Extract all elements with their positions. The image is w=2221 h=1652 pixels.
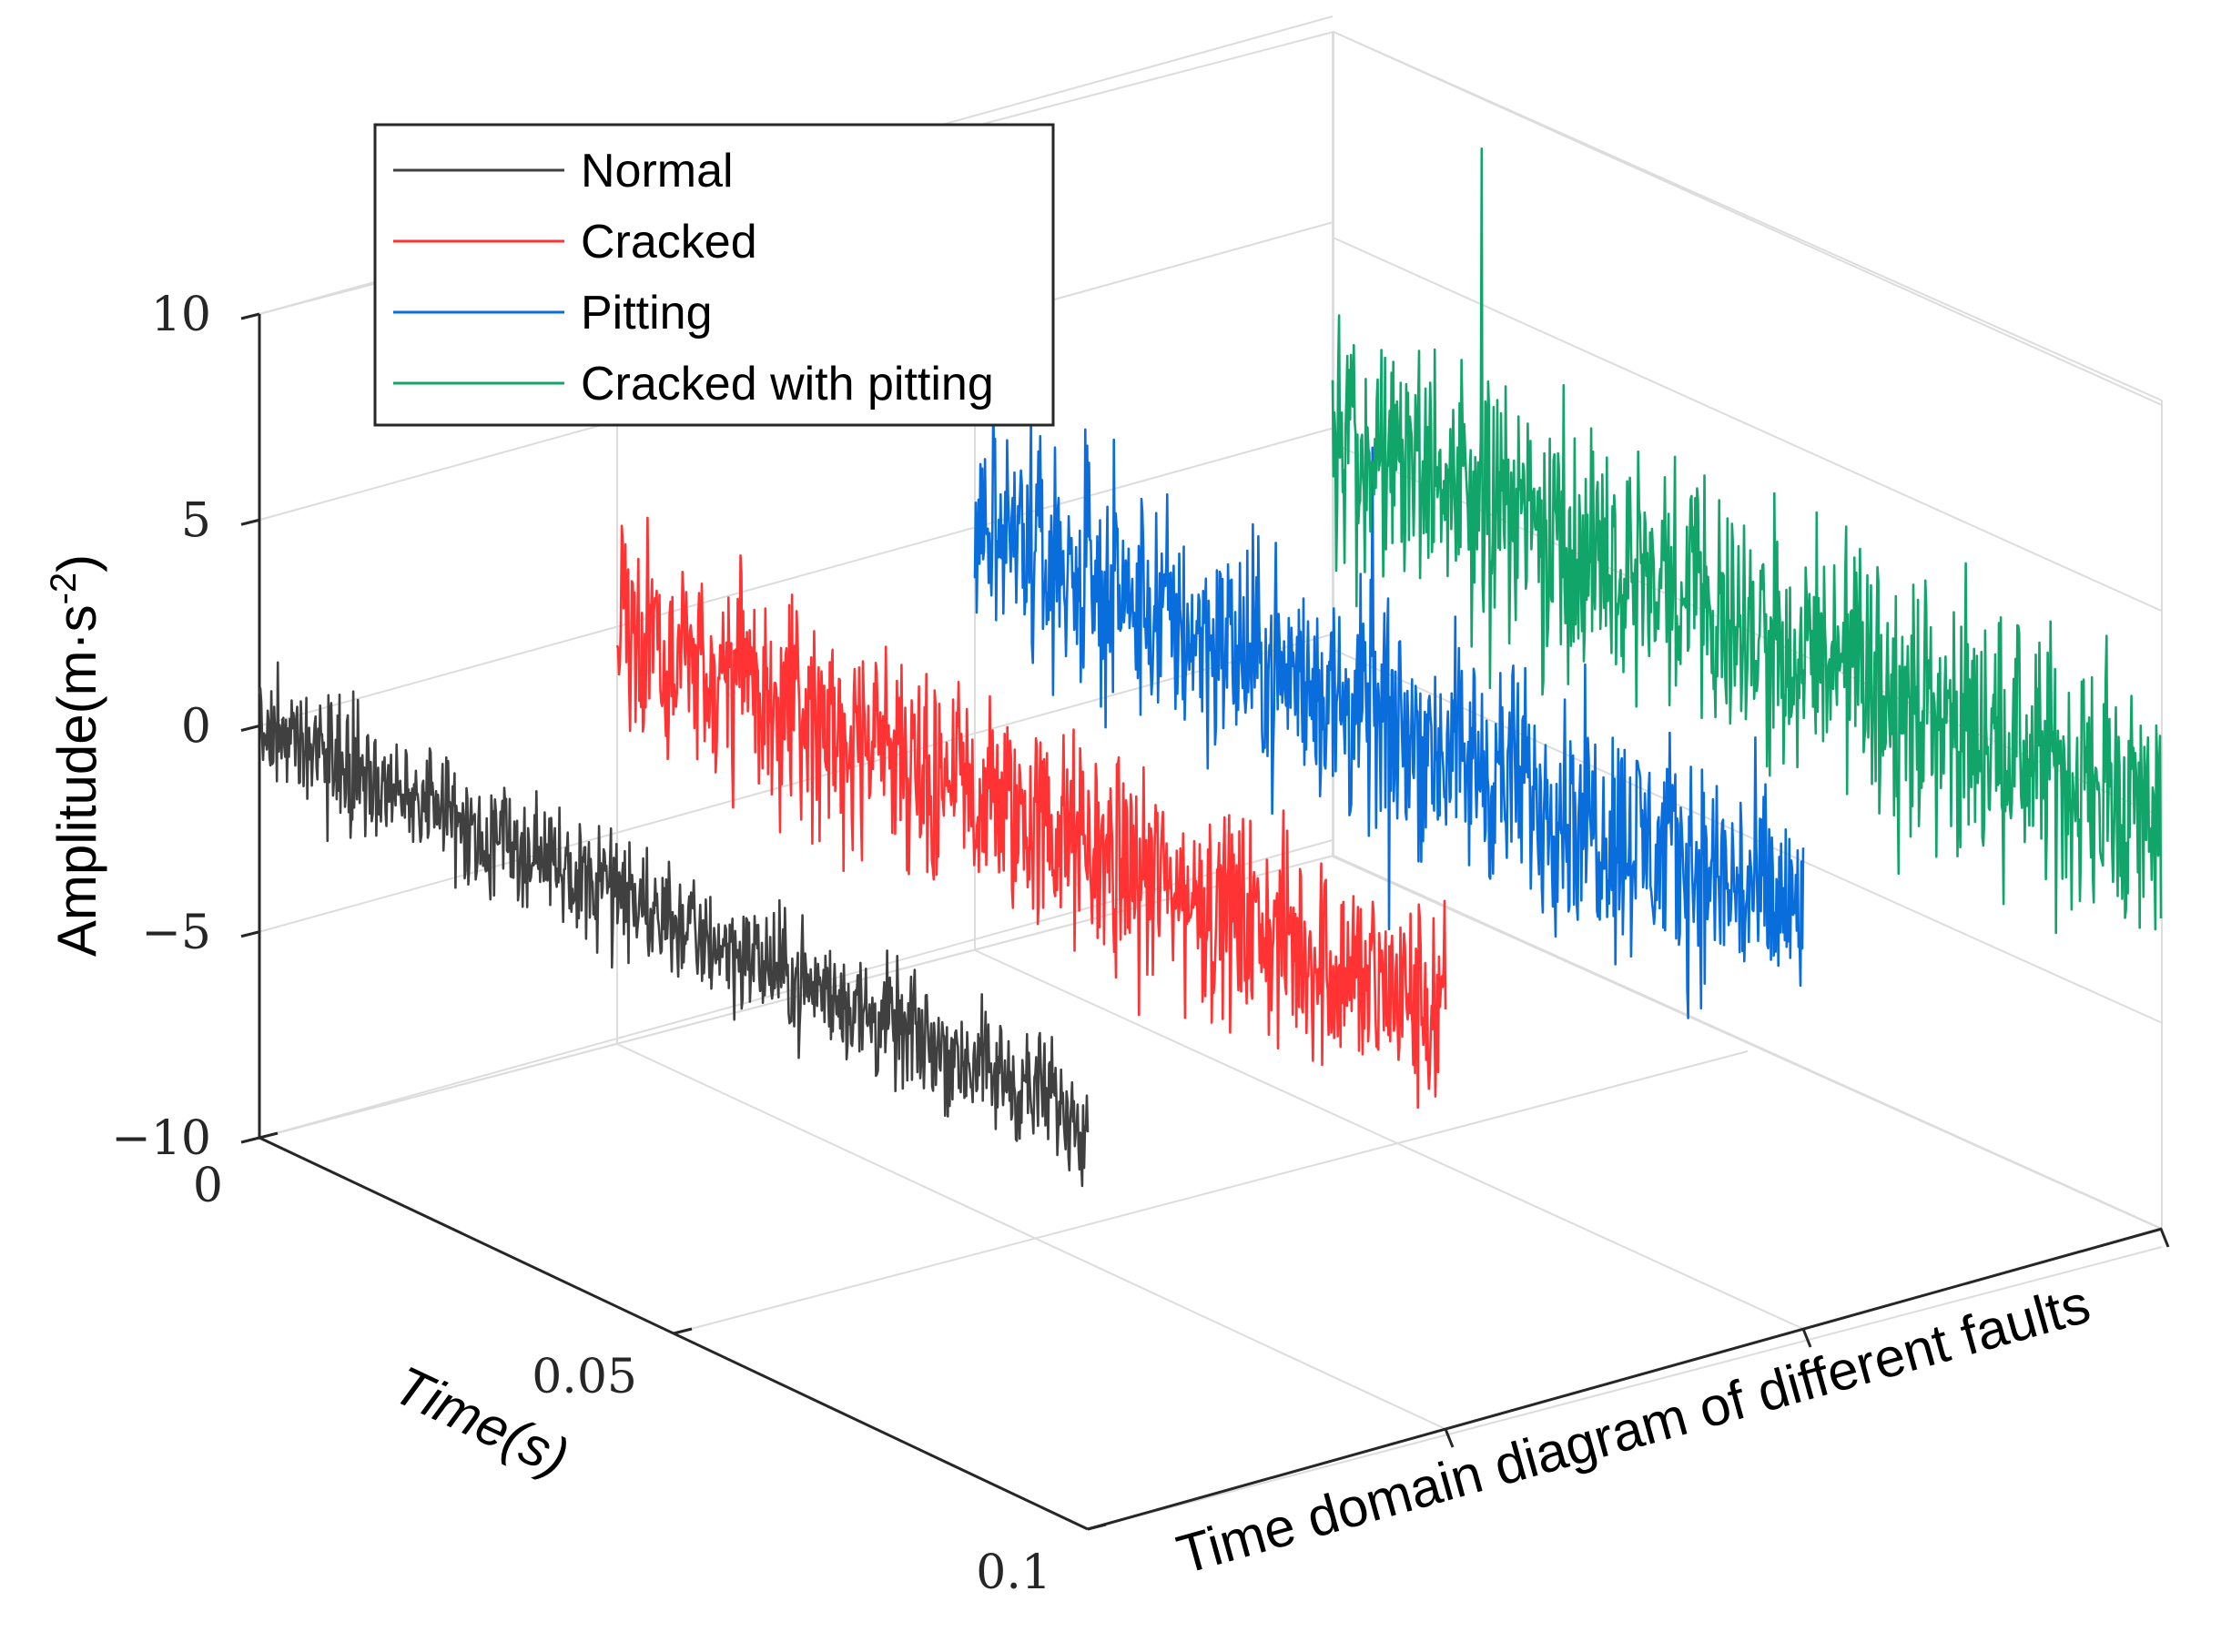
series-line-normal <box>258 661 1090 1188</box>
y-tick-3 <box>2159 1228 2170 1248</box>
category-gridline-floor-3 <box>1332 856 2162 1230</box>
z-axis-label: Amplitude(m·s-2) <box>44 554 107 957</box>
z-tick-0 <box>240 1136 260 1144</box>
category-gridline-floor-1 <box>616 1043 1446 1430</box>
z-tick-3 <box>240 518 260 526</box>
y-axis-label: Time domain diagram of different faults <box>1171 1273 2096 1586</box>
x-tick-1 <box>673 1327 693 1335</box>
legend-entry-label: Pitting <box>581 287 713 340</box>
x-gridline-floor-2 <box>1087 1246 2163 1530</box>
y-tick-1 <box>1444 1428 1455 1448</box>
x-tick-label: 0.05 <box>532 1350 637 1404</box>
z-tick-label: 0 <box>181 700 211 755</box>
x-tick-0 <box>259 1131 279 1140</box>
z-tick-4 <box>240 312 260 320</box>
category-gridline-floor-2 <box>974 949 1804 1330</box>
z-gridline-back-2 <box>259 427 1334 727</box>
legend: Normal Cracked Pitting Cracked with pitting <box>373 123 1055 427</box>
series-line-cracked-with-pitting <box>1331 147 2163 935</box>
z-gridline-back-1 <box>259 633 1334 933</box>
series-line-pitting <box>973 399 1805 1019</box>
legend-entry-label: Cracked <box>581 216 757 269</box>
z-tick-label: 5 <box>181 493 211 548</box>
x-tick-label: 0 <box>193 1159 223 1213</box>
z-tick-label: −10 <box>111 1111 211 1166</box>
legend-entry-label: Cracked with pitting <box>581 358 994 410</box>
z-gridline-side-1 <box>1333 648 2163 1024</box>
y-axis-line <box>1087 1227 2163 1531</box>
series-line-cracked <box>615 516 1447 1110</box>
data-series <box>258 147 2163 1188</box>
x-gridline-floor-1 <box>673 1050 1749 1334</box>
axis-ticks: −10 −5 0 5 10 0 0.05 0.1 <box>111 288 2170 1600</box>
z-tick-2 <box>240 725 260 732</box>
x-tick-2 <box>1087 1523 1107 1531</box>
z-gridline-side-4 <box>1333 31 2163 406</box>
z-tick-label: 10 <box>151 288 211 342</box>
legend-box <box>373 123 1055 427</box>
y-tick-2 <box>1801 1328 1812 1348</box>
x-tick-label: 0.1 <box>976 1546 1051 1600</box>
z-tick-label: −5 <box>141 906 211 960</box>
legend-entry-label: Normal <box>581 145 734 198</box>
z-gridline-side-3 <box>1333 237 2163 613</box>
z-tick-1 <box>240 930 260 938</box>
